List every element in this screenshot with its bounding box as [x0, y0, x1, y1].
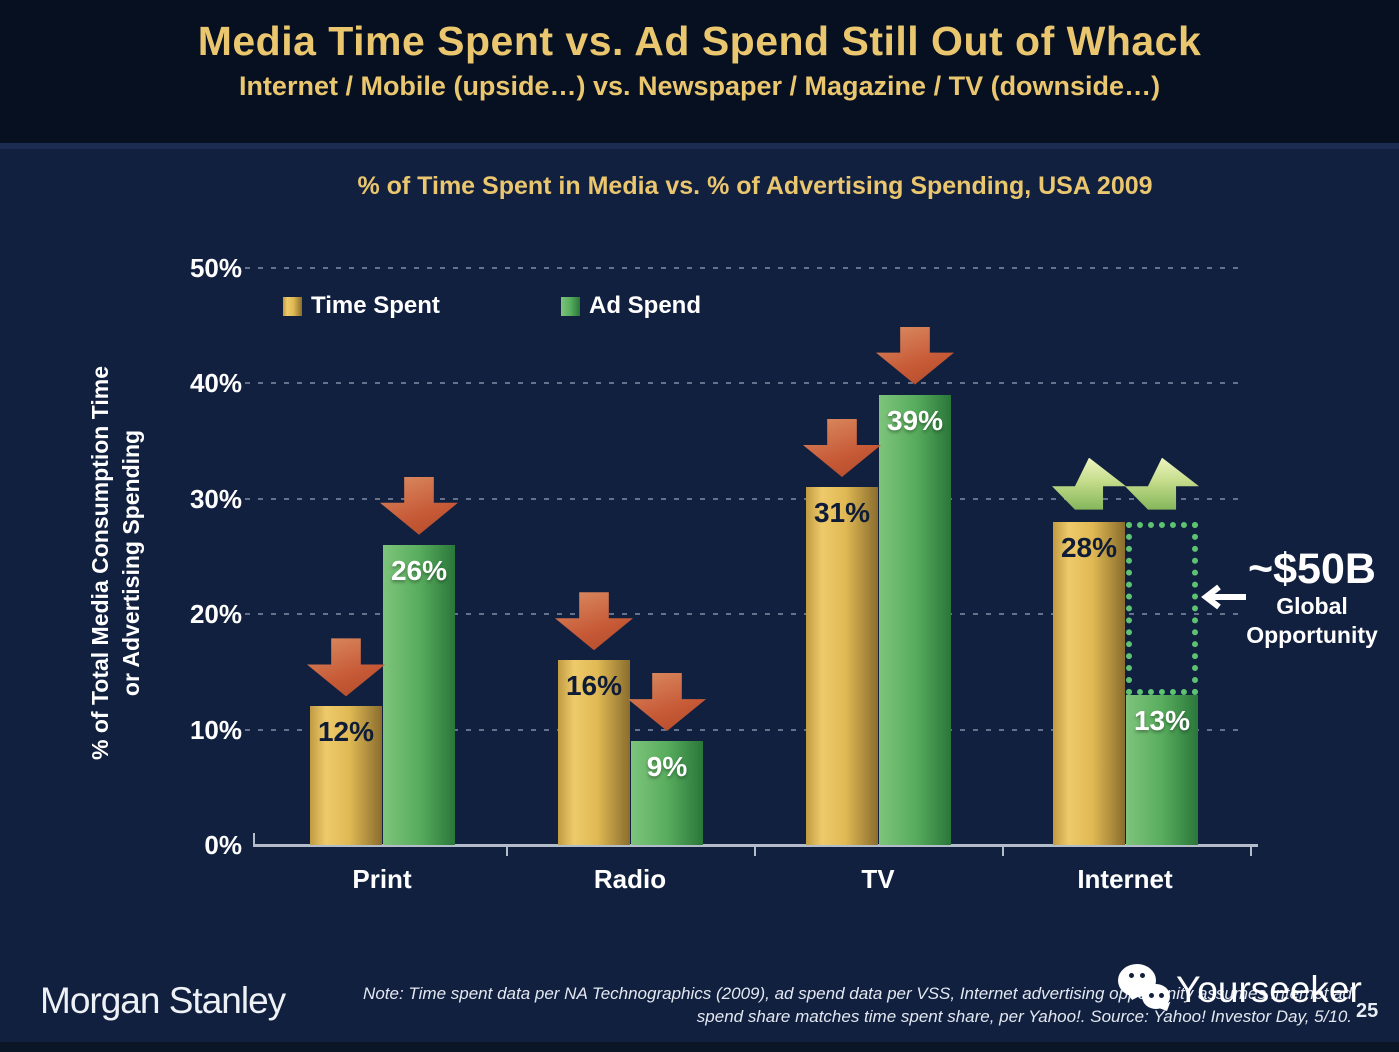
- bar-print-ad-spend: [383, 544, 455, 845]
- category-label-radio: Radio: [593, 864, 667, 894]
- x-axis-tick: [1002, 847, 1004, 856]
- source-note: Note: Time spent data per NA Technograph…: [322, 982, 1352, 1028]
- bar-radio-time-spent: [558, 660, 630, 845]
- down-arrow-icon: [803, 418, 881, 477]
- bar-value-label: 28%: [1060, 531, 1118, 563]
- bar-value-label: 12%: [317, 716, 375, 748]
- bar-internet-time-spent: [1053, 521, 1125, 845]
- left-arrow-icon: [1201, 584, 1246, 610]
- wechat-icon: [1118, 962, 1177, 1021]
- bar-radio-ad-spend: [631, 741, 703, 845]
- gridline: [245, 613, 1245, 615]
- source-note-line1: Note: Time spent data per NA Technograph…: [363, 984, 1352, 1003]
- opportunity-gap-box: [1126, 521, 1198, 695]
- up-arrow-icon: [1125, 457, 1199, 510]
- y-tick-label: 30%: [189, 483, 242, 514]
- annotation-line2: Opportunity: [1246, 622, 1378, 648]
- y-tick-label: 20%: [189, 599, 242, 629]
- bar-value-label: 13%: [1133, 704, 1191, 736]
- bar-value-label: 39%: [886, 404, 944, 436]
- bar-print-time-spent: [310, 706, 382, 845]
- chart-title: % of Time Spent in Media vs. % of Advert…: [357, 172, 1153, 200]
- y-tick-label: 0%: [204, 830, 242, 860]
- gridline: [245, 382, 1245, 384]
- bar-tv-time-spent: [806, 486, 878, 845]
- gridline: [245, 728, 1245, 731]
- legend-label: Time Spent: [311, 292, 440, 319]
- gridline: [245, 497, 1245, 500]
- gridline: [245, 266, 1245, 269]
- annotation-line1: Global: [1276, 593, 1348, 619]
- up-arrow-icon: [1052, 457, 1126, 510]
- x-axis-line: [253, 844, 1258, 847]
- down-arrow-icon: [307, 638, 385, 697]
- page-subtitle: Internet / Mobile (upside…) vs. Newspape…: [238, 71, 1161, 101]
- bar-value-label: 31%: [813, 496, 871, 528]
- slide-header: Media Time Spent vs. Ad Spend Still Out …: [0, 0, 1399, 149]
- y-tick-label: 40%: [189, 368, 242, 398]
- down-arrow-icon: [628, 673, 706, 732]
- x-axis-left-riser: [253, 833, 255, 845]
- y-tick-label: 10%: [189, 714, 242, 745]
- page-number: 25: [1356, 1000, 1379, 1022]
- down-arrow-icon: [876, 326, 954, 385]
- source-note-line2: spend share matches time spent share, pe…: [696, 1007, 1352, 1026]
- bar-internet-ad-spend: [1126, 694, 1198, 845]
- watermark-text: Yourseeker: [1176, 969, 1362, 1010]
- morgan-stanley-logo: Morgan Stanley: [40, 980, 286, 1021]
- opportunity-annotation: ~$50B Global Opportunity: [1228, 546, 1396, 650]
- watermark: Yourseeker: [1118, 962, 1362, 1021]
- bar-tv-ad-spend: [879, 394, 951, 845]
- legend-swatch: [561, 296, 580, 316]
- legend-item-time-spent: Time Spent: [283, 292, 440, 320]
- bar-value-label: 9%: [646, 751, 688, 783]
- category-label-print: Print: [352, 864, 412, 894]
- x-axis-tick: [754, 847, 756, 856]
- bottom-strip: [0, 1042, 1399, 1052]
- legend-swatch: [283, 296, 302, 316]
- legend-item-ad-spend: Ad Spend: [561, 292, 701, 320]
- annotation-headline: ~$50B: [1248, 545, 1376, 593]
- x-axis-tick: [506, 847, 508, 856]
- bar-value-label: 26%: [390, 554, 448, 586]
- legend-label: Ad Spend: [589, 292, 701, 319]
- page-title: Media Time Spent vs. Ad Spend Still Out …: [197, 18, 1202, 64]
- category-label-internet: Internet: [1077, 864, 1173, 894]
- bar-value-label: 16%: [565, 670, 623, 702]
- y-tick-label: 50%: [189, 252, 242, 283]
- category-label-tv: TV: [861, 864, 895, 894]
- down-arrow-icon: [555, 592, 633, 651]
- header-divider: [0, 143, 1399, 149]
- x-axis-tick: [1250, 847, 1252, 856]
- down-arrow-icon: [380, 476, 458, 535]
